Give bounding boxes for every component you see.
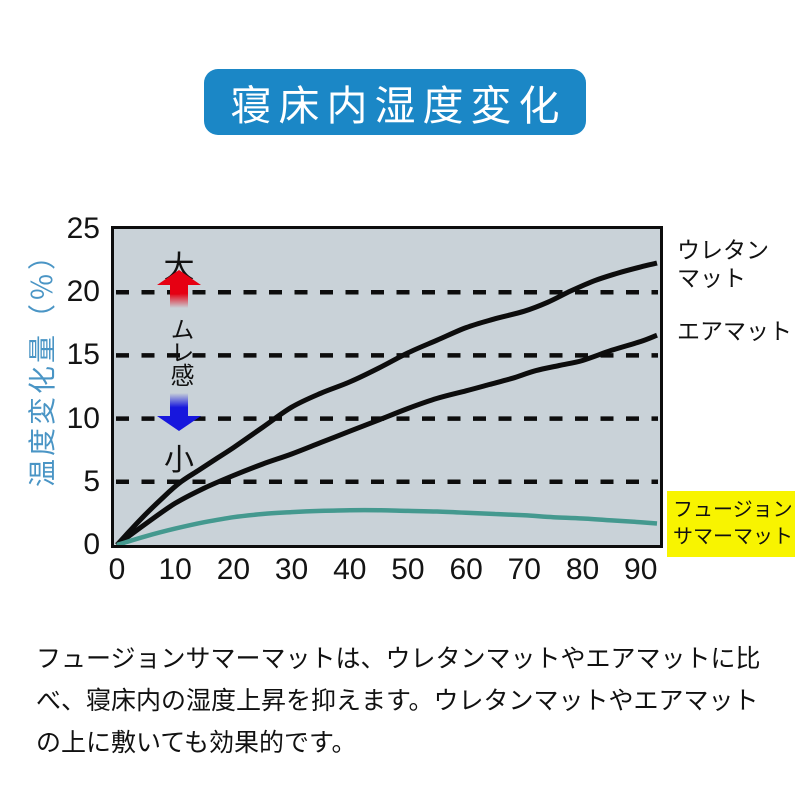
description-line: フュージョンサマーマットは、ウレタンマットやエアマットに比	[36, 645, 761, 673]
y-tick-label: 20	[66, 275, 100, 309]
x-tick-label: 0	[108, 553, 126, 586]
description-text: フュージョンサマーマットは、ウレタンマットやエアマットに比 べ、寝床内の湿度上昇…	[36, 638, 796, 764]
legend-urethane-mat: ウレタン マット	[677, 237, 769, 291]
x-tick-label: 90	[624, 553, 658, 586]
x-tick-label: 10	[158, 553, 192, 586]
y-tick-label: 10	[66, 401, 100, 435]
description-line: の上に敷いても効果的です。	[36, 729, 357, 757]
plot-area: 大 ムレ感	[111, 226, 663, 548]
x-tick-label: 40	[333, 553, 367, 586]
series-ウレタンマット	[115, 260, 658, 545]
x-tick-label: 70	[507, 553, 541, 586]
description-line: べ、寝床内の湿度上昇を抑えます。ウレタンマットやエアマット	[36, 687, 759, 715]
legend-fusion-summer-mat: フュージョン サマーマット	[667, 491, 795, 557]
chart-canvas	[115, 260, 658, 545]
series-フュージョンサマーマット	[116, 507, 658, 545]
x-tick-label: 30	[274, 553, 309, 586]
x-tick-label: 20	[216, 553, 251, 586]
x-tick-label: 60	[449, 553, 483, 586]
y-tick-label: 0	[83, 528, 100, 561]
legend-air-mat: エアマット	[677, 318, 792, 344]
y-tick-label: 5	[83, 464, 100, 498]
x-tick-label: 80	[565, 553, 600, 586]
series-エアマット	[115, 332, 658, 545]
y-tick-label: 25	[66, 212, 100, 245]
x-tick-label: 50	[391, 553, 425, 586]
y-tick-label: 15	[66, 338, 100, 372]
page-title: 寝床内湿度変化	[204, 69, 586, 135]
